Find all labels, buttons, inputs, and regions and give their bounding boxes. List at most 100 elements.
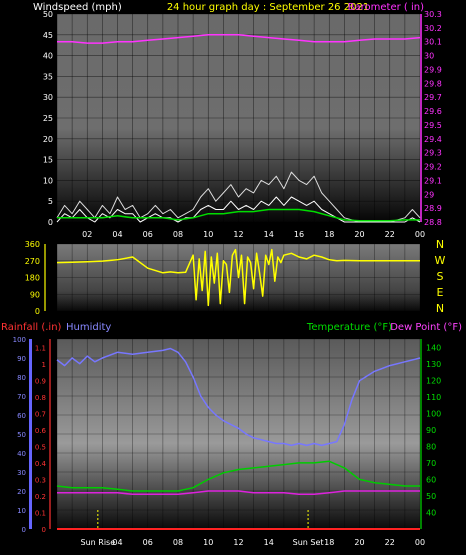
temperature-tick-label: 140	[426, 343, 441, 352]
barometer-tick-label: 29.8	[424, 79, 442, 88]
temperature-tick-label: 80	[426, 442, 436, 451]
windspeed-tick-label: 30	[43, 93, 53, 102]
wind-average-line	[57, 208, 420, 222]
barometer-tick-label: 29.4	[424, 135, 442, 144]
wind-x-tick-label: 14	[264, 230, 274, 239]
barometer-tick-label: 29.1	[424, 176, 442, 185]
temperature-y-ticks: 40 50 60 70 80 90 100 110 120 130 140	[420, 339, 441, 529]
temperature-tick-label: 130	[426, 360, 441, 369]
barometer-tick-label: 30.2	[424, 24, 442, 33]
wind-x-tick-label: 16	[294, 230, 304, 239]
windspeed-tick-label: 15	[43, 156, 53, 165]
wind-x-tick-label: 06	[143, 230, 153, 239]
barometer-tick-label: 28.9	[424, 204, 442, 213]
barometer-tick-label: 29.5	[424, 121, 442, 130]
barometer-tick-label: 29	[424, 190, 434, 199]
barometer-tick-label: 29.7	[424, 93, 442, 102]
rainfall-y-ticks: 0 0.1 0.2 0.3 0.4 0.5 0.6 0.7 0.8 0.9 1 1.1	[35, 339, 51, 534]
temperature-line	[56, 460, 420, 492]
barometer-tick-label: 30.3	[424, 10, 442, 19]
temperature-tick-label: 40	[426, 508, 436, 517]
wind-direction-line	[56, 248, 420, 307]
humidity-tick-label: 70	[17, 393, 26, 401]
barometer-y-ticks: 28.8 28.9 29 29.1 29.2 29.3 29.4 29.5 29.6 29.7 29…	[420, 10, 442, 227]
temperature-tick-label: 100	[426, 409, 441, 418]
wind-series	[56, 34, 421, 223]
wind-x-tick-label: 18	[324, 230, 334, 239]
temp-x-ticks: 04 06 08 10 12 14 18 20 22 00	[112, 538, 425, 547]
barometer-line	[57, 34, 421, 44]
barometer-tick-label: 30	[424, 52, 434, 61]
temp-x-tick-label: 00	[415, 538, 425, 547]
compass-label: E	[437, 286, 444, 299]
dewpoint-axis-title: Dew Point (°F)	[390, 322, 462, 333]
temperature-tick-label: 90	[426, 426, 436, 435]
temperature-tick-label: 70	[426, 459, 436, 468]
direction-tick-label: 90	[30, 290, 40, 299]
sun-marker-label: Sun Rise	[81, 538, 116, 547]
rainfall-tick-label: 0	[42, 526, 46, 534]
humidity-tick-label: 10	[17, 507, 26, 515]
wind-x-tick-label: 02	[82, 230, 92, 239]
temperature-axis-title: Temperature (°F)	[306, 322, 392, 333]
barometer-tick-label: 29.3	[424, 149, 442, 158]
compass-label: S	[437, 270, 444, 283]
humidity-tick-label: 50	[17, 431, 26, 439]
windspeed-tick-label: 50	[43, 10, 53, 19]
rainfall-tick-label: 0.2	[35, 493, 46, 501]
humidity-y-ticks: 0 10 20 30 40 50 60 70 80 90 100	[13, 336, 26, 534]
temp-x-tick-label: 04	[112, 538, 122, 547]
wind-x-tick-label: 20	[354, 230, 364, 239]
rainfall-tick-label: 0.5	[35, 443, 46, 451]
wind-x-tick-label: 22	[385, 230, 395, 239]
direction-tick-label: 180	[25, 274, 40, 283]
windspeed-y-ticks: 0 5 10 15 20 25 30 35 40 45 50	[43, 10, 53, 227]
humidity-line	[56, 347, 421, 447]
direction-series	[56, 248, 420, 307]
barometer-tick-label: 28.8	[424, 218, 442, 227]
temperature-tick-label: 120	[426, 376, 441, 385]
compass-label: N	[436, 302, 444, 315]
windspeed-tick-label: 10	[43, 176, 53, 185]
sun-marker-label: Sun Set	[293, 538, 324, 547]
compass-label: N	[436, 238, 444, 251]
temp-series	[56, 347, 421, 530]
barometer-tick-label: 29.2	[424, 163, 442, 172]
windspeed-tick-label: 5	[48, 197, 53, 206]
temp-x-tick-label: 20	[354, 538, 364, 547]
direction-tick-label: 0	[35, 307, 40, 316]
windspeed-tick-label: 45	[43, 31, 53, 40]
rainfall-tick-label: 0.3	[35, 476, 46, 484]
chart-title: 24 hour graph day : September 26 2021	[167, 2, 369, 13]
barometer-tick-label: 30.1	[424, 38, 442, 47]
barometer-tick-label: 29.6	[424, 107, 442, 116]
rainfall-tick-label: 1	[42, 361, 46, 369]
temperature-tick-label: 60	[426, 475, 436, 484]
temperature-tick-label: 110	[426, 393, 441, 402]
humidity-tick-label: 60	[17, 412, 26, 420]
direction-plot-grid	[56, 243, 421, 312]
wind-gust-line	[56, 171, 421, 223]
rainfall-tick-label: 0.9	[35, 377, 46, 385]
rainfall-tick-label: 0.6	[35, 427, 47, 435]
windspeed-tick-label: 40	[43, 52, 53, 61]
wind-x-tick-label: 00	[415, 230, 425, 239]
direction-y-ticks: 0 90 180 270 360	[25, 240, 46, 316]
barometer-axis-title: Barometer ( in)	[348, 2, 424, 13]
barometer-tick-label: 29.9	[424, 65, 442, 74]
temperature-tick-label: 50	[426, 492, 436, 501]
rainfall-tick-label: 0.1	[35, 509, 46, 517]
temp-x-tick-label: 14	[264, 538, 274, 547]
direction-tick-label: 360	[25, 240, 40, 249]
windspeed-tick-label: 35	[43, 72, 53, 81]
temp-plot-grid	[56, 338, 421, 530]
temp-x-tick-label: 10	[203, 538, 213, 547]
rainfall-axis-title: Rainfall (.in)	[1, 322, 62, 333]
windspeed-tick-label: 20	[43, 135, 53, 144]
humidity-tick-label: 90	[17, 355, 26, 363]
humidity-tick-label: 80	[17, 374, 26, 382]
